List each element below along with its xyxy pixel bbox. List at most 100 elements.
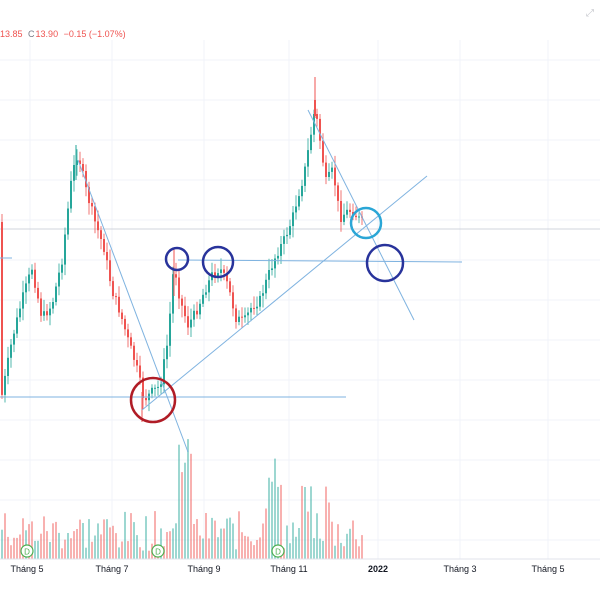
volume-bar (196, 519, 198, 559)
volume-bar (154, 511, 156, 559)
candle-body (175, 274, 177, 278)
volume-bar (337, 524, 339, 559)
volume-bar (97, 523, 99, 559)
candle-body (220, 269, 222, 273)
volume-bar (58, 532, 60, 559)
candle-body (4, 375, 6, 395)
volume-bar (130, 513, 132, 559)
candle-body (184, 305, 186, 317)
candle-body (199, 303, 201, 315)
candle-body (115, 296, 117, 298)
volume-bar (328, 502, 330, 559)
candle-body (43, 311, 45, 316)
candle-body (100, 230, 102, 239)
candle-body (259, 295, 261, 307)
volume-bar (265, 508, 267, 559)
volume-bar (55, 521, 57, 559)
candle-body (331, 167, 333, 172)
dividend-marker-label: D (155, 548, 161, 557)
candle-body (268, 270, 270, 280)
candle-body (358, 216, 360, 218)
candle-body (355, 215, 357, 218)
volume-bar (4, 513, 6, 559)
volume-bar (304, 487, 306, 559)
dividend-marker-label: D (275, 548, 281, 557)
volume-bar (100, 534, 102, 559)
candle-body (289, 226, 291, 235)
volume-bar (22, 518, 24, 559)
candle-body (286, 234, 288, 237)
volume-bar (127, 541, 129, 559)
candle-body (340, 201, 342, 222)
volume-bar (10, 545, 12, 559)
candle-body (19, 308, 21, 318)
candle-body (292, 212, 294, 227)
candle-body (169, 313, 171, 346)
candle-body (244, 315, 246, 318)
candle-body (226, 272, 228, 282)
candle-body (34, 269, 36, 288)
candle-body (208, 280, 210, 293)
volume-bar (289, 543, 291, 559)
dividend-marker[interactable]: D (20, 544, 34, 558)
candle-body (121, 312, 123, 319)
volume-bar (193, 524, 195, 559)
volume-bar (85, 547, 87, 559)
volume-bar (175, 523, 177, 559)
expand-icon[interactable]: ⤢ (586, 8, 594, 19)
candle-body (328, 171, 330, 177)
volume-bar (136, 535, 138, 559)
x-tick-label: Tháng 3 (443, 564, 477, 574)
trendline (307, 109, 415, 321)
volume-bar (262, 523, 264, 559)
volume-bar (172, 528, 174, 559)
annotation-circles (129, 206, 405, 424)
volume-bars (1, 439, 363, 559)
candle-body (130, 337, 132, 346)
volume-bar (349, 528, 351, 559)
candle-body (247, 312, 249, 316)
candle-body (91, 203, 93, 207)
volume-bar (226, 518, 228, 559)
volume-bar (7, 536, 9, 559)
dividend-marker[interactable]: D (151, 544, 165, 558)
candle-body (223, 269, 225, 273)
candle-body (235, 308, 237, 322)
candle-body (142, 377, 144, 398)
dividend-marker[interactable]: D (271, 544, 285, 558)
volume-bar (16, 537, 18, 559)
chart-grid (0, 40, 600, 559)
candle-body (256, 306, 258, 309)
volume-bar (118, 547, 120, 559)
candle-body (1, 222, 3, 395)
volume-bar (361, 535, 363, 559)
volume-bar (13, 537, 15, 559)
candle-body (301, 185, 303, 197)
candle-body (160, 384, 162, 387)
candle-body (274, 258, 276, 269)
volume-bar (73, 531, 75, 559)
volume-bar (292, 522, 294, 559)
candle-body (262, 293, 264, 296)
volume-bar (343, 546, 345, 559)
navy-circle (365, 243, 405, 283)
candle-body (88, 187, 90, 204)
candle-body (13, 333, 15, 345)
candle-body (310, 134, 312, 151)
x-tick-label: Tháng 5 (531, 564, 565, 574)
volume-bar (91, 541, 93, 559)
candle-body (202, 294, 204, 304)
volume-bar (40, 533, 42, 559)
volume-bar (331, 521, 333, 559)
candle-body (109, 260, 111, 282)
volume-bar (103, 519, 105, 559)
volume-bar (199, 535, 201, 559)
candle-body (250, 307, 252, 313)
trendlines (0, 109, 463, 453)
trendline (141, 175, 428, 411)
candle-body (127, 329, 129, 338)
volume-bar (148, 550, 150, 559)
candle-body (193, 310, 195, 320)
volume-bar (184, 462, 186, 559)
